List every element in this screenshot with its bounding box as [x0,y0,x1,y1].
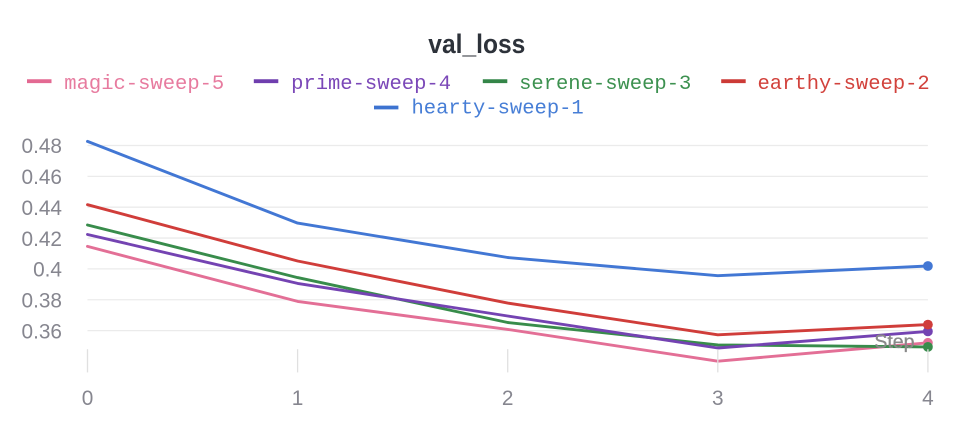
svg-text:magic-sweep-5: magic-sweep-5 [64,73,224,96]
svg-text:val_loss: val_loss [428,29,525,59]
svg-text:prime-sweep-4: prime-sweep-4 [291,73,451,96]
svg-text:0: 0 [82,387,94,410]
svg-text:0.42: 0.42 [22,228,62,251]
svg-text:0.46: 0.46 [22,166,62,189]
svg-text:0.4: 0.4 [33,259,62,282]
svg-text:earthy-sweep-2: earthy-sweep-2 [758,73,930,96]
svg-text:0.48: 0.48 [22,135,62,158]
svg-text:0.36: 0.36 [22,320,62,343]
svg-text:Step: Step [874,331,914,353]
svg-text:4: 4 [922,387,934,410]
svg-text:hearty-sweep-1: hearty-sweep-1 [412,97,584,120]
svg-text:1: 1 [292,387,304,410]
svg-text:0.44: 0.44 [22,197,62,220]
svg-text:0.38: 0.38 [22,290,62,313]
svg-text:serene-sweep-3: serene-sweep-3 [519,73,691,96]
svg-text:3: 3 [712,387,724,410]
svg-text:2: 2 [502,387,514,410]
